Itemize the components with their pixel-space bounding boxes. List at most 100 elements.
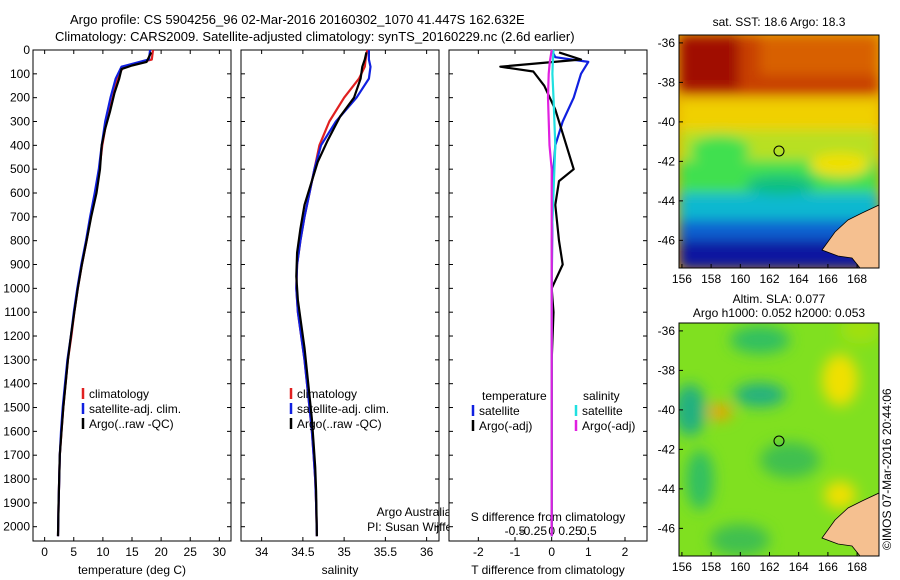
legend-entry: Argo(-adj) [479,419,532,433]
sst-map-panel: sat. SST: 18.6 Argo: 18.3 156 158 160 162 [658,15,880,286]
y-tick-label: 600 [10,186,30,200]
map-y-tick-label: -44 [658,482,676,496]
x-axis-label: temperature (deg C) [78,563,186,577]
x-tick-label: 34.5 [291,545,315,559]
map-x-tick-label: 162 [759,272,779,286]
legend-entry: satellite-adj. clim. [89,402,181,416]
difference-profile-panel: -2 -1 0 1 2 T difference from climatology -0.5… [448,49,648,577]
map-x-tick-label: 160 [730,560,750,574]
y-tick-label: 1900 [3,496,30,510]
header-line-2: Climatology: CARS2009. Satellite-adjuste… [55,29,575,44]
x-tick-label: 35.5 [374,545,398,559]
y-tick-label: 500 [10,162,30,176]
x-tick-label: 10 [96,545,110,559]
plot-frame [240,49,440,542]
map-x-tick-label: 164 [789,560,809,574]
map-x-tick-label: 168 [847,272,867,286]
x-tick-top-label: 0.25 [558,524,582,538]
x-axis-label: salinity [322,563,359,577]
y-tick-label: 300 [10,115,30,129]
x-tick-label: 1 [585,545,592,559]
legend-entry: satellite-adj. clim. [297,402,389,416]
y-tick-label: 100 [10,67,30,81]
legend-entry: Argo(..raw -QC) [89,417,174,431]
x-tick-label: 2 [622,545,629,559]
plot-frame [32,49,232,542]
x-axis-label-top: S difference from climatology [471,510,626,524]
x-tick-top-label: -0.5 [505,524,526,538]
x-tick-label: 25 [184,545,198,559]
map-y-tick-label: -46 [658,521,676,535]
legend-title-temperature: temperature [482,389,547,403]
y-tick-label: 200 [10,91,30,105]
y-tick-label: 1200 [3,329,30,343]
map-y-tick-label: -38 [658,75,676,89]
sla-map-panel: Altim. SLA: 0.077 Argo h1000: 0.052 h200… [658,292,880,574]
legend-entry: climatology [297,387,357,401]
map-y-tick-label: -36 [658,36,676,50]
annotation-line: PI: Susan Wijffels [367,520,461,534]
y-tick-label: 1300 [3,353,30,367]
legend-entry: Argo(-adj) [582,419,635,433]
legend-entry: satellite [479,404,520,418]
y-tick-label: 1100 [4,305,30,319]
x-tick-top-label: -0.25 [520,524,548,538]
map-x-tick-label: 156 [672,272,692,286]
x-tick-label: 5 [70,545,77,559]
x-tick-label: 20 [154,545,168,559]
x-tick-label: 15 [125,545,139,559]
x-tick-label: 30 [213,545,227,559]
legend-entry: Argo(..raw -QC) [297,417,382,431]
sst-map-ticks: 156 158 160 162 164 166 168 -36 -38 -40 -42 -44 -46 [658,36,868,286]
map-y-tick-label: -36 [658,324,676,338]
legend-entry: climatology [89,387,149,401]
y-tick-label: 1600 [3,424,30,438]
y-tick-label: 800 [10,234,30,248]
map-y-tick-label: -46 [658,233,676,247]
series-line-2 [295,52,368,537]
map-x-tick-label: 166 [818,272,838,286]
x-tick-label: -2 [473,545,484,559]
map-x-tick-label: 158 [701,560,721,574]
series-group [56,49,155,537]
x-axis-label: T difference from climatology [471,563,625,577]
map-x-tick-label: 160 [730,272,750,286]
map-x-tick-label: 158 [701,272,721,286]
x-tick-label: 0 [548,545,555,559]
y-tick-label: 400 [10,138,30,152]
y-tick-label: 1000 [3,281,30,295]
x-tick-top-label: 0.5 [580,524,597,538]
map-y-tick-label: -42 [658,442,676,456]
series-line-3 [546,49,553,537]
y-tick-label: 1800 [3,472,30,486]
map-y-tick-label: -42 [658,154,676,168]
map-x-tick-label: 162 [759,560,779,574]
x-tick-label: 34 [255,545,269,559]
sla-map-title-2: Argo h1000: 0.052 h2000: 0.053 [693,306,865,320]
x-tick-label: 0 [41,545,48,559]
salinity-profile-panel: 34 34.5 35 35.5 36 salinity climatologysatelli… [240,49,461,577]
map-x-tick-label: 156 [672,560,692,574]
y-tick-label: 700 [10,210,30,224]
y-tick-label: 2000 [3,520,30,534]
x-tick-label: 35 [337,545,351,559]
y-tick-label: 1500 [3,401,30,415]
map-x-tick-label: 168 [847,560,867,574]
imos-stamp: ©IMOS 07-Mar-2016 20:44:06 [880,388,894,550]
sla-map-title-1: Altim. SLA: 0.077 [733,292,826,306]
series-group [499,49,590,537]
map-x-tick-label: 166 [818,560,838,574]
sst-map-title: sat. SST: 18.6 Argo: 18.3 [713,15,846,29]
sla-map-ticks: 156 158 160 162 164 166 168 -36 -38 -40 -42 -44 -46 [658,324,868,574]
map-y-tick-label: -40 [658,115,676,129]
temperature-profile-panel: 0100200300400500600700800900100011001200… [3,43,232,577]
y-tick-label: 900 [10,258,30,272]
map-y-tick-label: -38 [658,363,676,377]
map-y-tick-label: -44 [658,194,676,208]
map-y-tick-label: -40 [658,403,676,417]
annotation-line: Argo Australia [377,505,452,519]
y-tick-label: 0 [23,43,30,57]
legend-entry: satellite [582,404,623,418]
y-tick-label: 1400 [3,377,30,391]
